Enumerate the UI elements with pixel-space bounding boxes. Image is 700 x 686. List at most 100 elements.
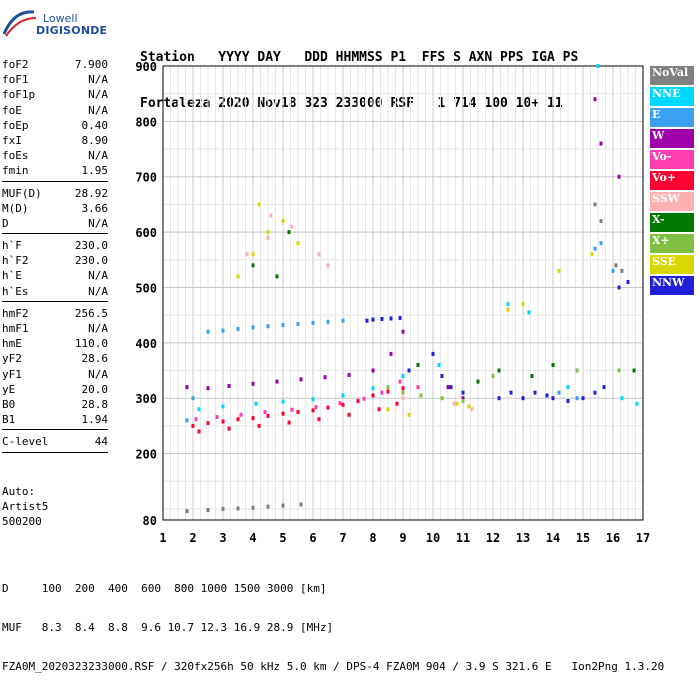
data-point <box>449 385 453 390</box>
scaler-code: 500200 <box>2 515 42 528</box>
data-point <box>296 322 300 327</box>
data-point <box>326 405 330 410</box>
data-point <box>461 396 465 401</box>
data-point <box>401 386 405 391</box>
y-tick-label: 500 <box>135 281 157 295</box>
data-point <box>566 385 570 390</box>
data-point <box>557 268 561 273</box>
y-tick-label: 900 <box>135 60 157 74</box>
param-label: fxI <box>2 133 22 147</box>
param-row: h`F2 230.0 <box>2 253 108 268</box>
param-label: B0 <box>2 397 16 411</box>
x-tick-label: 15 <box>576 531 590 545</box>
data-point <box>221 328 225 333</box>
data-point <box>281 323 285 328</box>
data-point <box>341 402 345 407</box>
param-separator <box>2 180 108 184</box>
param-label: hmE <box>2 337 22 351</box>
param-separator <box>2 451 108 455</box>
data-point <box>431 351 435 356</box>
param-label: C-level <box>2 435 49 449</box>
x-tick-label: 13 <box>516 531 530 545</box>
x-tick-label: 11 <box>456 531 470 545</box>
x-tick-label: 2 <box>189 531 196 545</box>
data-point <box>266 324 270 329</box>
data-point <box>614 263 618 268</box>
param-label: B1 <box>2 413 16 427</box>
autoscaling-info: Auto: Artist5 500200 <box>2 484 48 529</box>
x-tick-label: 7 <box>339 531 346 545</box>
param-value: N/A <box>88 73 108 87</box>
data-point <box>275 379 279 384</box>
data-point <box>266 413 270 418</box>
data-point <box>251 263 255 268</box>
data-point <box>338 401 342 406</box>
artist-version: Artist5 <box>2 500 49 513</box>
muf-row: MUF 8.3 8.4 8.8 9.6 10.7 12.3 16.9 28.9 … <box>2 621 334 634</box>
data-point <box>440 374 444 379</box>
data-point <box>215 415 219 420</box>
data-point <box>206 386 210 391</box>
param-value: 7.900 <box>74 58 108 71</box>
data-point <box>371 393 375 398</box>
station-header: Station YYYY DAY DDD HHMMSS P1 FFS S AXN… <box>140 20 578 127</box>
data-point <box>347 372 351 377</box>
param-value: 0.40 <box>81 118 109 132</box>
param-row: h`Es N/A <box>2 284 108 299</box>
data-point <box>437 362 441 367</box>
data-point <box>239 412 243 417</box>
data-point <box>317 252 321 257</box>
data-point <box>590 252 594 257</box>
logo-line2: DIGISONDE <box>36 24 108 37</box>
data-point <box>632 368 636 373</box>
param-row: foF1p N/A <box>2 87 108 102</box>
param-label: fmin <box>2 164 29 178</box>
data-point <box>521 302 525 307</box>
data-point <box>497 396 501 401</box>
data-point <box>452 401 456 406</box>
data-point <box>461 390 465 395</box>
data-point <box>599 141 603 146</box>
x-tick-label: 3 <box>219 531 226 545</box>
param-row: hmE 110.0 <box>2 336 108 351</box>
param-label: yF2 <box>2 352 22 366</box>
data-point <box>506 302 510 307</box>
data-point <box>635 401 639 406</box>
data-point <box>617 285 621 290</box>
data-point <box>266 504 270 509</box>
data-point <box>530 374 534 379</box>
x-tick-label: 9 <box>399 531 406 545</box>
legend-item: X+ <box>650 234 694 253</box>
x-tick-label: 12 <box>486 531 500 545</box>
logo-swoosh-icon <box>2 10 37 37</box>
data-point <box>389 316 393 321</box>
param-value: 28.8 <box>81 397 109 411</box>
param-value: N/A <box>88 269 108 283</box>
legend-item: Vo- <box>650 150 694 169</box>
data-point <box>275 274 279 279</box>
param-row: fmin 1.95 <box>2 163 108 178</box>
y-tick-label: 300 <box>135 392 157 406</box>
y-tick-label: 400 <box>135 337 157 351</box>
param-row: yF2 28.6 <box>2 351 108 366</box>
data-point <box>227 426 231 431</box>
data-point <box>236 326 240 331</box>
x-tick-label: 5 <box>279 531 286 545</box>
data-point <box>197 407 201 412</box>
param-row: B1 1.94 <box>2 412 108 427</box>
data-point <box>509 390 513 395</box>
data-point <box>326 319 330 324</box>
data-point <box>446 385 450 390</box>
param-row: foF2 7.900 <box>2 57 108 72</box>
x-tick-label: 14 <box>546 531 560 545</box>
y-tick-label: 80 <box>143 514 157 528</box>
data-point <box>593 97 597 102</box>
parameters-panel: foF2 7.900 foF1 N/A foF1p N/A foE N/A foEp 0.40 fx… <box>2 57 108 457</box>
data-point <box>491 374 495 379</box>
data-point <box>626 279 630 284</box>
data-point <box>380 390 384 395</box>
param-row: foF1 N/A <box>2 72 108 87</box>
data-point <box>380 317 384 322</box>
x-tick-label: 4 <box>249 531 256 545</box>
param-row: hmF2 256.5 <box>2 306 108 321</box>
